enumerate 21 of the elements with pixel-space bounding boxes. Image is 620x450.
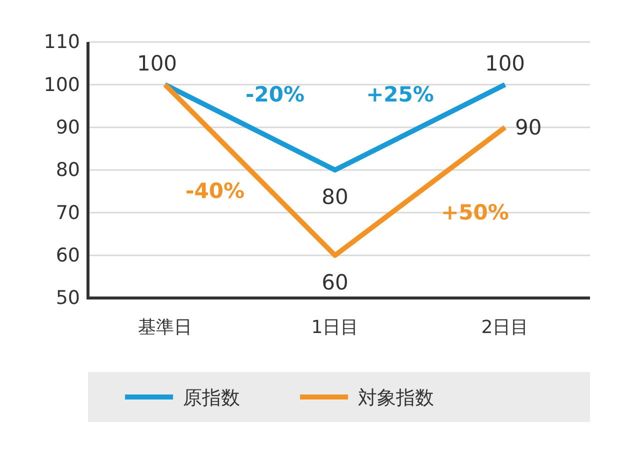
legend-label: 原指数 bbox=[183, 387, 240, 409]
y-tick-label: 80 bbox=[56, 159, 80, 182]
y-tick-label: 110 bbox=[44, 31, 80, 54]
data-label: 100 bbox=[136, 52, 178, 76]
annotation: +50% bbox=[441, 200, 509, 224]
annotation: +25% bbox=[366, 82, 434, 106]
x-tick-label: 基準日 bbox=[138, 316, 192, 338]
annotation: -20% bbox=[246, 82, 304, 106]
y-tick-label: 90 bbox=[56, 116, 80, 138]
annotation: -40% bbox=[186, 179, 244, 203]
data-label: 100 bbox=[484, 52, 526, 76]
y-tick-label: 100 bbox=[44, 74, 80, 96]
data-label: 80 bbox=[322, 185, 348, 209]
y-tick-label: 50 bbox=[56, 287, 80, 310]
x-tick-label: 1日目 bbox=[311, 316, 359, 338]
y-tick-label: 70 bbox=[56, 202, 80, 224]
data-label: 90 bbox=[515, 115, 542, 140]
y-tick-label: 60 bbox=[56, 244, 80, 266]
data-label: 60 bbox=[322, 270, 348, 294]
x-tick-label: 2日目 bbox=[481, 316, 529, 338]
legend-label: 対象指数 bbox=[358, 387, 434, 409]
